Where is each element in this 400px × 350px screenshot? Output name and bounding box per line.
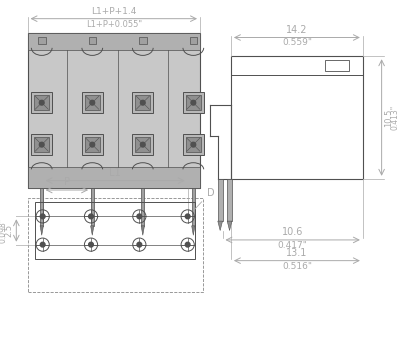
Bar <box>28 197 203 292</box>
Bar <box>192 188 195 226</box>
Polygon shape <box>227 221 232 231</box>
Bar <box>186 137 201 152</box>
Circle shape <box>90 142 95 147</box>
Text: 0.417": 0.417" <box>278 241 308 250</box>
Bar <box>183 134 204 155</box>
Text: D: D <box>194 188 214 210</box>
Bar <box>88 36 96 44</box>
Bar <box>85 137 100 152</box>
Bar <box>190 36 197 44</box>
Text: P: P <box>64 177 70 187</box>
Bar <box>135 95 150 110</box>
Text: L1: L1 <box>109 168 121 178</box>
Bar <box>82 134 103 155</box>
Bar <box>218 179 222 221</box>
Bar <box>135 137 150 152</box>
Circle shape <box>140 142 145 147</box>
Bar <box>28 167 200 188</box>
Polygon shape <box>218 221 222 231</box>
Bar <box>141 188 144 226</box>
Bar <box>186 95 201 110</box>
Bar <box>31 134 52 155</box>
Bar <box>28 33 200 188</box>
Bar <box>325 60 349 71</box>
Bar <box>227 179 232 221</box>
Text: L1+P+1.4: L1+P+1.4 <box>91 7 136 16</box>
Circle shape <box>137 242 142 247</box>
Bar <box>38 36 46 44</box>
Polygon shape <box>40 226 43 235</box>
Text: 10.5: 10.5 <box>384 108 394 127</box>
Polygon shape <box>192 226 195 235</box>
Text: 14.2: 14.2 <box>286 25 308 35</box>
Bar <box>132 134 153 155</box>
Text: 0.098": 0.098" <box>0 218 8 243</box>
Text: L1+P+0.055": L1+P+0.055" <box>86 20 142 29</box>
Bar <box>28 33 200 50</box>
Bar <box>40 188 43 226</box>
Bar <box>183 92 204 113</box>
Text: 0.559": 0.559" <box>282 38 312 48</box>
Polygon shape <box>141 226 144 235</box>
Bar <box>132 92 153 113</box>
Bar <box>85 95 100 110</box>
Text: 13.1: 13.1 <box>286 248 308 258</box>
Bar <box>35 202 195 259</box>
Circle shape <box>185 242 190 247</box>
Circle shape <box>90 100 95 105</box>
Bar <box>34 95 49 110</box>
Bar <box>91 188 94 226</box>
Text: 10.6: 10.6 <box>282 227 303 237</box>
Circle shape <box>39 142 44 147</box>
Circle shape <box>40 214 45 219</box>
Text: 2.5: 2.5 <box>4 224 14 237</box>
Polygon shape <box>91 226 94 235</box>
Bar <box>139 36 146 44</box>
Circle shape <box>137 214 142 219</box>
Circle shape <box>40 242 45 247</box>
Circle shape <box>191 100 196 105</box>
Text: 0.413": 0.413" <box>390 105 399 130</box>
Circle shape <box>185 214 190 219</box>
Bar <box>82 92 103 113</box>
Text: 0.516": 0.516" <box>282 261 312 271</box>
Circle shape <box>191 142 196 147</box>
Circle shape <box>89 242 93 247</box>
Bar <box>31 92 52 113</box>
Bar <box>34 137 49 152</box>
Bar <box>231 56 363 179</box>
Circle shape <box>140 100 145 105</box>
Circle shape <box>39 100 44 105</box>
Circle shape <box>89 214 93 219</box>
